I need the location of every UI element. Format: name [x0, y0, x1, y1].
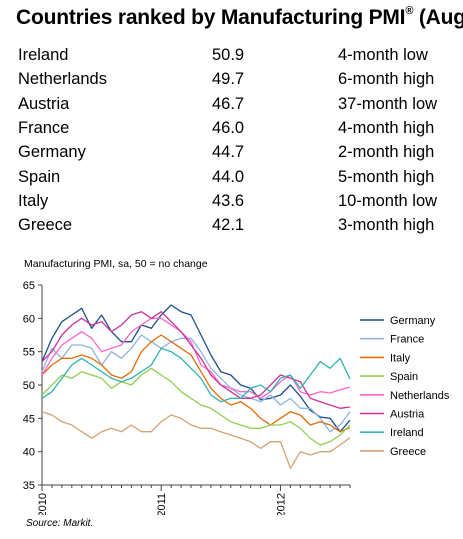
trend-note: 6-month high — [338, 70, 435, 89]
series-line-netherlands — [41, 317, 351, 399]
table-title: Countries ranked by Manufacturing PMI® (… — [16, 5, 463, 29]
series-line-spain — [41, 367, 351, 446]
pmi-line-chart: Manufacturing PMI, sa, 50 = no change 35 4… — [23, 258, 450, 515]
pmi-value: 44.7 — [212, 143, 245, 162]
x-tick-label: 2010 — [37, 493, 49, 515]
table-row: Italy 43.6 10-month low — [18, 192, 458, 216]
y-tick-label: 35 — [23, 480, 35, 492]
y-tick-label: 45 — [23, 413, 35, 425]
country-name: Greece — [18, 216, 73, 235]
table-row: Netherlands 49.7 6-month high — [18, 70, 458, 94]
pmi-value: 49.7 — [212, 70, 245, 89]
chart-title: Manufacturing PMI, sa, 50 = no change — [24, 258, 208, 270]
table-row: Austria 46.7 37-month low — [18, 95, 458, 119]
pmi-value: 46.0 — [212, 118, 245, 137]
trend-note: 3-month high — [338, 216, 435, 235]
country-name: Netherlands — [18, 70, 107, 89]
legend-label: France — [390, 334, 424, 346]
legend-label: Greece — [390, 446, 426, 458]
legend-label: Germany — [390, 315, 436, 327]
pmi-value: 44.0 — [212, 167, 245, 186]
legend-label: Spain — [390, 371, 418, 383]
legend-label: Netherlands — [390, 390, 450, 402]
source-note: Source: Markit. — [26, 518, 94, 529]
registered-mark: ® — [405, 5, 414, 17]
legend-label: Austria — [390, 409, 425, 421]
legend-label: Italy — [390, 352, 411, 364]
series-line-ireland — [41, 347, 351, 403]
trend-note: 2-month high — [338, 143, 435, 162]
country-name: Italy — [18, 191, 49, 210]
pmi-value: 42.1 — [212, 216, 245, 235]
country-name: Spain — [18, 167, 61, 186]
trend-note: 10-month low — [338, 191, 438, 210]
y-tick-label: 50 — [23, 380, 35, 392]
series-line-france — [41, 334, 351, 433]
trend-note: 37-month low — [338, 94, 438, 113]
trend-note: 4-month low — [338, 46, 428, 64]
table-row: Spain 44.0 5-month high — [18, 168, 458, 192]
pmi-value: 43.6 — [212, 191, 245, 210]
series-line-greece — [41, 411, 351, 469]
trend-note: 4-month high — [338, 118, 435, 137]
y-tick-label: 60 — [23, 313, 35, 325]
country-name: Germany — [18, 143, 86, 162]
y-tick-label: 55 — [23, 347, 35, 359]
y-tick-label: 65 — [23, 280, 35, 292]
y-tick-label: 40 — [23, 447, 35, 459]
legend-label: Ireland — [390, 427, 424, 439]
table-row: France 46.0 4-month high — [18, 119, 458, 143]
table-row: Greece 42.1 3-month high — [18, 216, 458, 240]
series-line-austria — [41, 311, 351, 409]
table-row: Germany 44.7 2-month high — [18, 143, 458, 167]
pmi-value: 46.7 — [212, 94, 245, 113]
table-row: Ireland 50.9 4-month low — [18, 46, 458, 70]
x-tick-label: 2011 — [156, 493, 168, 515]
series-line-italy — [41, 334, 351, 433]
country-name: France — [18, 118, 70, 137]
trend-note: 5-month high — [338, 167, 435, 186]
series-line-germany — [41, 304, 351, 433]
x-tick-label: 2012 — [275, 493, 287, 515]
pmi-value: 50.9 — [212, 46, 245, 64]
country-name: Ireland — [18, 46, 69, 64]
country-name: Austria — [18, 94, 70, 113]
